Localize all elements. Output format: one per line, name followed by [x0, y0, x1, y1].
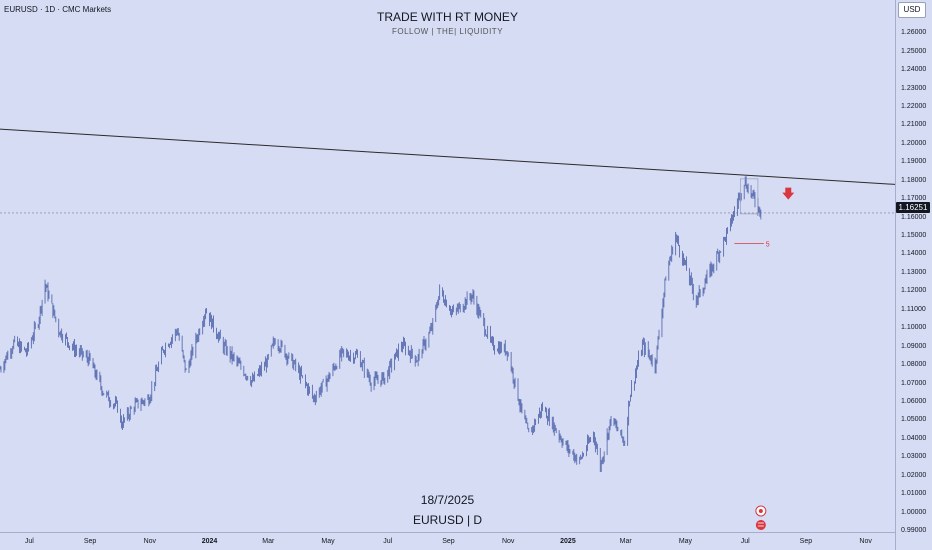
y-tick-label: 1.13000	[901, 269, 926, 276]
y-tick-label: 1.11000	[901, 306, 926, 313]
y-tick-label: 1.00000	[901, 509, 926, 516]
y-tick-label: 1.16000	[901, 214, 926, 221]
y-tick-label: 1.17000	[901, 195, 926, 202]
y-tick-label: 1.03000	[901, 453, 926, 460]
y-tick-label: 1.24000	[901, 66, 926, 73]
y-tick-label: 1.20000	[901, 140, 926, 147]
y-tick-label: 1.12000	[901, 287, 926, 294]
y-tick-label: 1.10000	[901, 324, 926, 331]
x-tick-label: Jul	[25, 538, 34, 545]
x-tick-label: Sep	[84, 538, 96, 545]
pair-annotation: EURUSD | D	[0, 513, 895, 527]
x-tick-label: 2024	[202, 538, 218, 545]
y-tick-label: 1.14000	[901, 250, 926, 257]
x-tick-label: Nov	[859, 538, 871, 545]
y-tick-label: 1.06000	[901, 398, 926, 405]
x-tick-label: Jul	[383, 538, 392, 545]
y-tick-label: 0.99000	[901, 527, 926, 534]
y-tick-label: 1.08000	[901, 361, 926, 368]
y-tick-label: 1.23000	[901, 85, 926, 92]
marker-label: 5	[766, 241, 770, 248]
y-tick-label: 1.09000	[901, 343, 926, 350]
y-tick-label: 1.26000	[901, 29, 926, 36]
chart-subtitle: FOLLOW | THE| LIQUIDITY	[0, 27, 895, 36]
current-price-tag: 1.16251	[896, 202, 930, 213]
y-tick-label: 1.19000	[901, 158, 926, 165]
y-tick-label: 1.04000	[901, 435, 926, 442]
x-tick-label: 2025	[560, 538, 576, 545]
y-tick-label: 1.22000	[901, 103, 926, 110]
x-tick-label: Mar	[262, 538, 274, 545]
y-tick-label: 1.25000	[901, 48, 926, 55]
y-tick-label: 1.02000	[901, 472, 926, 479]
y-tick-label: 1.15000	[901, 232, 926, 239]
x-tick-label: Jul	[741, 538, 750, 545]
x-tick-label: Mar	[620, 538, 632, 545]
y-tick-label: 1.05000	[901, 416, 926, 423]
x-tick-label: May	[679, 538, 692, 545]
y-tick-label: 1.21000	[901, 121, 926, 128]
x-tick-label: Sep	[442, 538, 454, 545]
y-tick-label: 1.18000	[901, 177, 926, 184]
x-tick-label: May	[321, 538, 334, 545]
y-tick-label: 1.07000	[901, 380, 926, 387]
x-tick-label: Nov	[502, 538, 514, 545]
x-tick-label: Sep	[800, 538, 812, 545]
date-annotation: 18/7/2025	[0, 493, 895, 507]
x-tick-label: Nov	[144, 538, 156, 545]
chart-title: TRADE WITH RT MONEY	[0, 10, 895, 24]
y-tick-label: 1.01000	[901, 490, 926, 497]
currency-button[interactable]: USD	[898, 2, 926, 18]
